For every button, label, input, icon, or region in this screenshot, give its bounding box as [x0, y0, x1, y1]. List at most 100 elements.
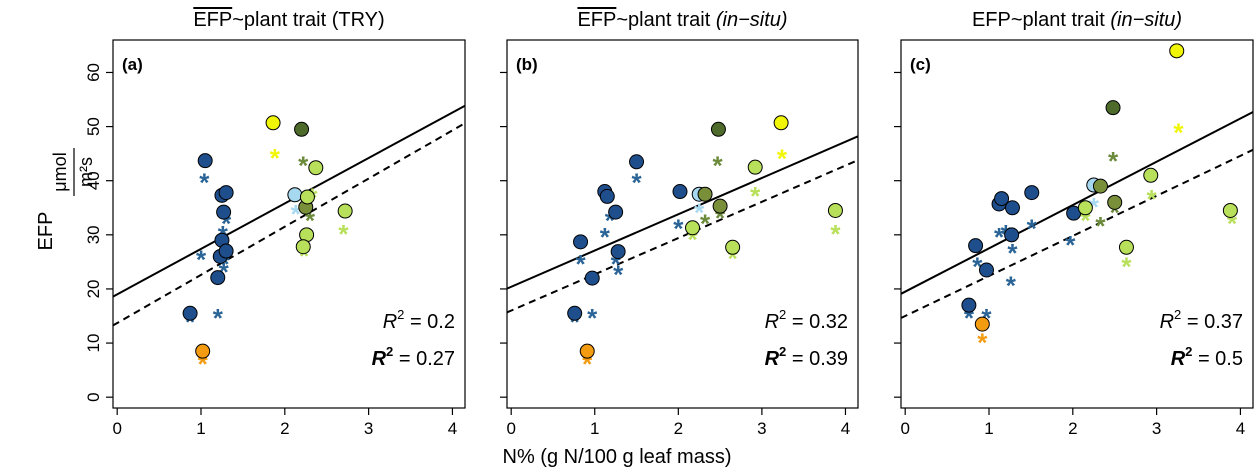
- r2-value: = 0.2: [404, 311, 455, 333]
- data-point-star: *: [1065, 230, 1076, 260]
- panel-title: EFP~plant trait (in−situ): [972, 9, 1182, 31]
- data-point-star: *: [1095, 211, 1106, 241]
- y-label-unit-den: m²s: [76, 157, 96, 187]
- data-point-star: *: [1121, 252, 1132, 282]
- data-point-circle: [672, 184, 688, 200]
- y-tick-label: 30: [84, 225, 103, 244]
- panels: EFP~plant trait (TRY)0 1 2 3 40102030405060(…: [84, 9, 1254, 438]
- data-point-star: *: [570, 307, 581, 337]
- fit-line-solid: [113, 104, 465, 298]
- data-point-star: *: [1006, 271, 1017, 301]
- data-point-star: *: [299, 241, 310, 271]
- data-point-circle: [629, 154, 645, 170]
- data-point-star: *: [694, 197, 705, 227]
- y-tick-label: 0: [84, 392, 103, 401]
- x-tick-label: 3: [1152, 419, 1161, 438]
- data-point-circle: [210, 270, 226, 286]
- data-point-circle: [218, 243, 234, 259]
- data-point-circle: [1024, 185, 1040, 201]
- data-point-star: *: [587, 303, 598, 333]
- x-tick-label: 4: [448, 419, 457, 438]
- title-prefix: EFP: [193, 9, 232, 31]
- data-point-star: *: [1110, 197, 1121, 227]
- data-point-circle: [978, 262, 994, 278]
- fit-line-dashed: [507, 159, 858, 314]
- r2-bold-value: = 0.5: [1192, 348, 1243, 370]
- data-point-star: *: [1089, 192, 1100, 222]
- data-point-circle: [308, 160, 324, 176]
- data-point-circle: [827, 202, 843, 218]
- data-point-circle: [712, 198, 728, 214]
- x-tick-label: 4: [841, 419, 850, 438]
- plot-frame: [900, 39, 1254, 409]
- r2-bold-value: = 0.27: [393, 348, 455, 370]
- title-suffix: ~plant trait: [616, 9, 716, 31]
- data-point-star: *: [196, 245, 207, 275]
- data-point-star: *: [631, 168, 642, 198]
- data-point-star: *: [994, 222, 1005, 252]
- x-tick-label: 1: [196, 419, 205, 438]
- data-point-circle: [974, 316, 990, 332]
- r2-symbol: R: [765, 311, 779, 333]
- x-tick-label: 1: [984, 419, 993, 438]
- data-point-star: *: [777, 143, 788, 173]
- data-point-star: *: [1173, 117, 1184, 147]
- data-point-star: *: [199, 168, 210, 198]
- y-tick-label: 10: [84, 334, 103, 353]
- data-point-star: *: [198, 349, 209, 379]
- r2-annotation: R2 = 0.37: [1160, 307, 1243, 333]
- data-point-circle: [287, 187, 303, 203]
- data-point-star: *: [605, 206, 616, 236]
- data-point-star: *: [673, 214, 684, 244]
- data-point-circle: [1077, 200, 1093, 216]
- data-point-circle: [1169, 43, 1185, 59]
- data-point-star: *: [750, 181, 761, 211]
- data-point-star: *: [613, 260, 624, 290]
- data-point-circle: [1222, 202, 1238, 218]
- data-point-circle: [299, 189, 315, 205]
- data-point-circle: [710, 121, 726, 137]
- r2-exponent: 2: [397, 307, 404, 322]
- x-tick-label: 0: [506, 419, 515, 438]
- data-point-star: *: [964, 303, 975, 333]
- data-point-star: *: [1147, 184, 1158, 214]
- data-point-star: *: [291, 199, 302, 229]
- r2-annotation: R2 = 0.2: [383, 307, 455, 333]
- panel-title: EFP~plant trait (in−situ): [577, 9, 787, 31]
- y-label-unit-num: μmol: [50, 152, 70, 191]
- data-point-circle: [725, 239, 741, 255]
- data-point-star: *: [977, 327, 988, 357]
- r2-bold-exponent: 2: [779, 344, 786, 359]
- title-italic: (in−situ): [1110, 9, 1182, 31]
- r2-bold-annotation: R2 = 0.39: [765, 344, 848, 370]
- data-point-star: *: [700, 208, 711, 238]
- data-point-star: *: [305, 206, 316, 236]
- data-point-circle: [567, 305, 583, 321]
- data-point-circle: [1105, 100, 1121, 116]
- data-point-star: *: [687, 225, 698, 255]
- x-tick-label: 2: [280, 419, 289, 438]
- data-point-circle: [337, 203, 353, 219]
- r2-exponent: 2: [1174, 307, 1181, 322]
- x-tick-label: 4: [1236, 419, 1245, 438]
- x-tick-label: 2: [674, 419, 683, 438]
- r2-value: = 0.37: [1181, 311, 1243, 333]
- data-point-circle: [195, 343, 211, 359]
- data-point-star: *: [728, 243, 739, 273]
- x-tick-label: 0: [112, 419, 121, 438]
- r2-bold-annotation: R2 = 0.5: [1171, 344, 1243, 370]
- r2-exponent: 2: [779, 307, 786, 322]
- data-point-circle: [1092, 178, 1108, 194]
- data-point-star: *: [270, 143, 281, 173]
- data-point-circle: [197, 153, 213, 169]
- data-point-circle: [685, 220, 701, 236]
- title-prefix: EFP: [972, 9, 1011, 31]
- title-suffix: ~plant trait: [1011, 9, 1111, 31]
- data-point-star: *: [600, 222, 611, 252]
- data-point-star: *: [1227, 208, 1238, 238]
- data-point-circle: [294, 121, 310, 137]
- data-point-circle: [573, 234, 589, 250]
- r2-symbol: R: [1160, 311, 1174, 333]
- data-point-circle: [1143, 167, 1159, 183]
